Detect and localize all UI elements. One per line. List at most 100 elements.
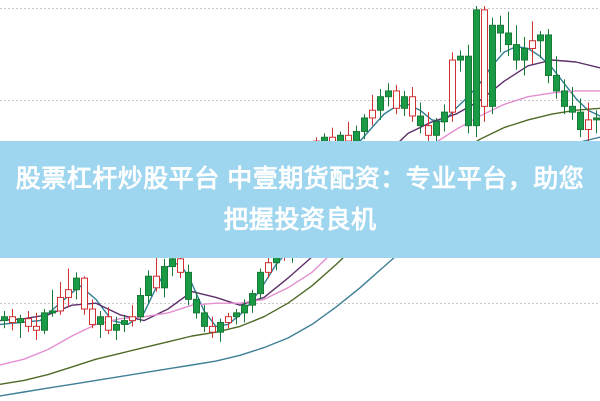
candlestick: [393, 85, 400, 115]
candle-body: [17, 318, 24, 324]
candle-body: [585, 119, 592, 131]
candlestick: [129, 305, 136, 327]
candlestick: [561, 79, 568, 115]
candlestick: [553, 56, 560, 99]
candlestick: [121, 314, 128, 333]
candlestick: [577, 98, 584, 138]
candle-body: [57, 296, 64, 312]
candle-body: [577, 111, 584, 131]
candle-body: [161, 266, 168, 289]
candle-body: [497, 24, 504, 34]
candlestick: [241, 299, 248, 323]
candle-body: [185, 271, 192, 300]
candle-body: [545, 34, 552, 76]
candlestick: [361, 114, 368, 140]
candlestick: [209, 316, 216, 338]
candle-body: [505, 32, 512, 46]
candlestick: [97, 310, 104, 338]
candlestick: [249, 289, 256, 313]
candle-body: [241, 304, 248, 314]
candle-body: [553, 74, 560, 92]
candlestick: [369, 94, 376, 126]
candlestick: [17, 314, 24, 338]
candle-body: [393, 90, 400, 109]
candle-body: [369, 109, 376, 119]
candlestick: [25, 310, 32, 333]
candlestick: [465, 44, 472, 134]
candlestick: [81, 276, 88, 315]
candle-body: [49, 310, 56, 314]
candlestick: [33, 312, 40, 340]
candlestick: [1, 310, 8, 329]
candle-body: [353, 130, 360, 142]
candle-body: [81, 277, 88, 310]
candlestick: [41, 309, 48, 335]
candle-body: [41, 312, 48, 331]
candlestick: [105, 307, 112, 335]
candle-body: [73, 277, 80, 291]
candle-body: [25, 318, 32, 327]
candlestick: [401, 90, 408, 117]
candle-body: [473, 9, 480, 127]
candlestick: [113, 316, 120, 340]
candle-body: [257, 271, 264, 295]
candle-body: [449, 59, 456, 113]
candle-body: [593, 117, 600, 121]
candle-body: [385, 90, 392, 98]
candle-body: [129, 316, 136, 322]
ma-line: [0, 59, 600, 322]
candle-body: [153, 275, 160, 289]
candle-body: [569, 105, 576, 113]
candlestick: [441, 104, 448, 132]
candle-body: [409, 96, 416, 117]
candle-body: [401, 96, 408, 109]
candlestick: [545, 29, 552, 84]
candlestick: [585, 102, 592, 145]
candle-body: [201, 312, 208, 327]
banner-headline: 股票杠杆炒股平台 中壹期货配资：专业平台，助您把握投资良机: [15, 164, 585, 234]
candle-body: [433, 121, 440, 136]
candlestick: [505, 11, 512, 57]
candle-body: [465, 55, 472, 127]
candlestick: [49, 289, 56, 317]
candle-body: [561, 90, 568, 107]
candlestick: [457, 50, 464, 72]
candlestick: [57, 281, 64, 315]
candlestick: [233, 309, 240, 325]
candle-body: [9, 316, 16, 324]
candle-body: [217, 322, 224, 333]
candlestick: [185, 264, 192, 306]
candlestick: [193, 291, 200, 319]
candlestick: [481, 6, 488, 122]
candle-body: [1, 316, 8, 322]
candlestick: [417, 102, 424, 134]
candlestick: [73, 272, 80, 300]
candlestick: [217, 318, 224, 342]
candle-body: [97, 316, 104, 325]
candle-body: [105, 316, 112, 331]
candlestick: [169, 254, 176, 277]
candle-body: [177, 258, 184, 273]
candlestick: [89, 299, 96, 329]
candlestick: [449, 52, 456, 122]
candlestick: [161, 258, 168, 298]
candlestick: [65, 268, 72, 308]
candle-body: [361, 117, 368, 132]
candle-body: [209, 325, 216, 333]
candlestick: [9, 309, 16, 331]
candle-body: [249, 293, 256, 306]
candle-body: [225, 316, 232, 324]
candlestick: [521, 36, 528, 76]
candle-body: [113, 323, 120, 331]
candlestick: [489, 17, 496, 115]
candlestick: [377, 88, 384, 120]
candle-body: [457, 55, 464, 61]
candle-body: [169, 258, 176, 268]
candle-body: [265, 262, 272, 273]
candle-body: [481, 9, 488, 107]
candle-body: [137, 295, 144, 318]
candlestick: [569, 87, 576, 120]
candlestick: [529, 21, 536, 64]
candlestick: [385, 83, 392, 107]
